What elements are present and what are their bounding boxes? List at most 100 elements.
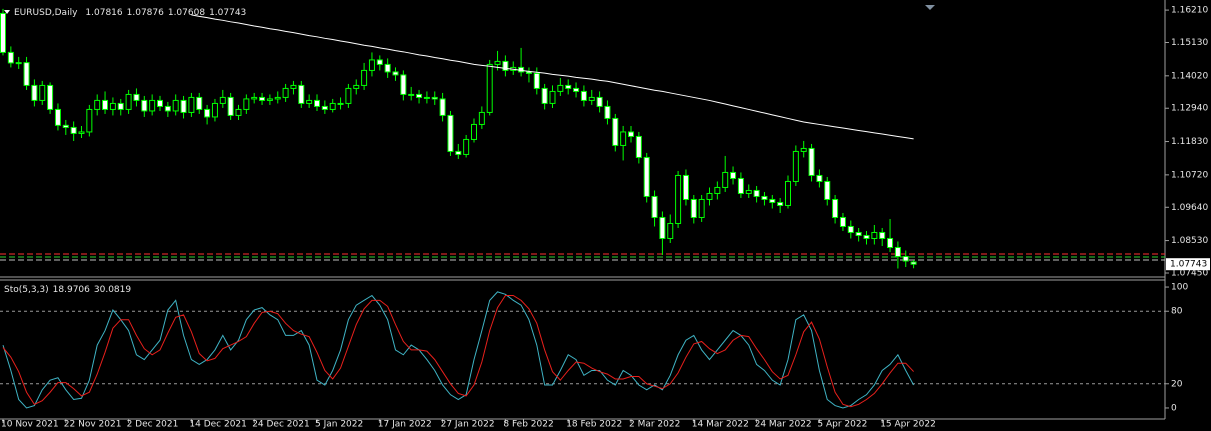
candle-body xyxy=(596,96,603,107)
y-tick-label: 20 xyxy=(1171,379,1183,389)
candle-body xyxy=(839,216,846,227)
x-tick-label: 10 Nov 2021 xyxy=(1,420,59,430)
y-tick-label: 1.08530 xyxy=(1171,236,1208,246)
candle-body xyxy=(832,198,839,218)
candle-body xyxy=(321,105,328,110)
candle-body xyxy=(722,171,729,188)
candle-body xyxy=(54,108,61,126)
candle-body xyxy=(196,96,203,110)
ohlc-value: 1.07743 xyxy=(209,8,246,18)
candle-body xyxy=(879,231,886,239)
y-tick-label: 1.11830 xyxy=(1171,137,1208,147)
candle-body xyxy=(478,111,485,125)
price-label-box xyxy=(1166,258,1210,271)
x-tick-label: 14 Mar 2022 xyxy=(692,420,749,430)
shift-marker xyxy=(925,5,935,10)
x-tick-label: 22 Nov 2021 xyxy=(64,420,122,430)
candle-body xyxy=(62,124,69,128)
candle-body xyxy=(871,231,878,239)
candle-body xyxy=(659,216,666,239)
x-tick-label: 14 Dec 2021 xyxy=(189,420,247,430)
menu-arrow xyxy=(4,10,10,14)
candle-body xyxy=(847,225,854,233)
x-tick-label: 24 Dec 2021 xyxy=(252,420,310,430)
candle-body xyxy=(580,90,587,101)
candle-body xyxy=(376,59,383,65)
candle-body xyxy=(282,87,289,98)
candle-body xyxy=(47,84,54,110)
candle-body xyxy=(290,84,297,89)
candle-body xyxy=(384,63,391,73)
candle-body xyxy=(635,135,642,158)
candle-body xyxy=(39,84,46,101)
candle-body xyxy=(172,99,179,112)
candle-body xyxy=(353,84,360,89)
candle-body xyxy=(541,87,548,104)
candle-body xyxy=(70,126,77,134)
candle-body xyxy=(251,96,258,100)
candle-body xyxy=(149,99,156,112)
candle-body xyxy=(745,189,752,194)
candle-body xyxy=(439,98,446,116)
candle-body xyxy=(102,99,109,110)
candle-body xyxy=(887,237,894,248)
y-tick-label: 100 xyxy=(1171,283,1188,293)
candle-body xyxy=(855,231,862,236)
y-tick-label: 80 xyxy=(1171,307,1183,317)
candle-body xyxy=(816,174,823,182)
candle-body xyxy=(471,123,477,140)
x-tick-label: 18 Feb 2022 xyxy=(566,420,622,430)
y-tick-label: 1.15130 xyxy=(1171,38,1208,48)
candle-body xyxy=(737,177,744,194)
ohlc-value: 1.07876 xyxy=(127,8,164,18)
candle-body xyxy=(573,87,580,92)
candle-body xyxy=(31,84,38,101)
y-tick-label: 1.16210 xyxy=(1171,6,1208,16)
y-tick-label: 1.14020 xyxy=(1171,71,1208,81)
candle-body xyxy=(863,234,870,239)
x-tick-label: 15 Apr 2022 xyxy=(880,420,936,430)
x-tick-label: 8 Feb 2022 xyxy=(503,420,553,430)
candle-body xyxy=(533,72,540,89)
y-tick-label: 1.07450 xyxy=(1171,268,1208,278)
candle-body xyxy=(714,186,721,194)
candle-body xyxy=(408,93,415,96)
candle-body xyxy=(690,198,697,218)
candle-body xyxy=(549,90,556,104)
y-tick-label: 1.10720 xyxy=(1171,170,1208,180)
candle-body xyxy=(243,98,250,110)
candle-body xyxy=(651,195,658,218)
candle-body xyxy=(682,174,689,200)
candle-body xyxy=(675,174,682,224)
candle-body xyxy=(188,96,195,113)
y-tick-label: 1.09640 xyxy=(1171,203,1208,213)
x-tick-label: 5 Jan 2022 xyxy=(315,420,363,430)
candle-body xyxy=(824,180,831,200)
candle-body xyxy=(447,114,454,152)
candle-body xyxy=(604,105,611,119)
candle-body xyxy=(753,189,760,197)
chart-title: EURUSD,Daily xyxy=(14,8,78,18)
y-tick-label: 1.12940 xyxy=(1171,104,1208,114)
candle-body xyxy=(588,96,595,101)
candle-body xyxy=(416,93,423,98)
candle-body xyxy=(392,71,399,76)
indicator-value: 30.0819 xyxy=(94,285,131,295)
candle-body xyxy=(94,99,101,110)
candle-body xyxy=(0,12,6,53)
candle-body xyxy=(329,102,336,110)
candle-body xyxy=(667,222,674,239)
indicator-header: Sto(5,3,3) 18.9706 30.0819 xyxy=(4,285,131,295)
candle-body xyxy=(706,192,713,200)
candle-body xyxy=(274,96,281,100)
candle-body xyxy=(792,150,799,182)
ohlc-value: 1.07816 xyxy=(85,8,122,18)
candle-body xyxy=(620,131,627,146)
candle-body xyxy=(7,51,14,64)
candle-body xyxy=(314,99,320,107)
candle-body xyxy=(730,171,737,179)
candle-body xyxy=(431,96,438,100)
line-series xyxy=(191,14,914,140)
